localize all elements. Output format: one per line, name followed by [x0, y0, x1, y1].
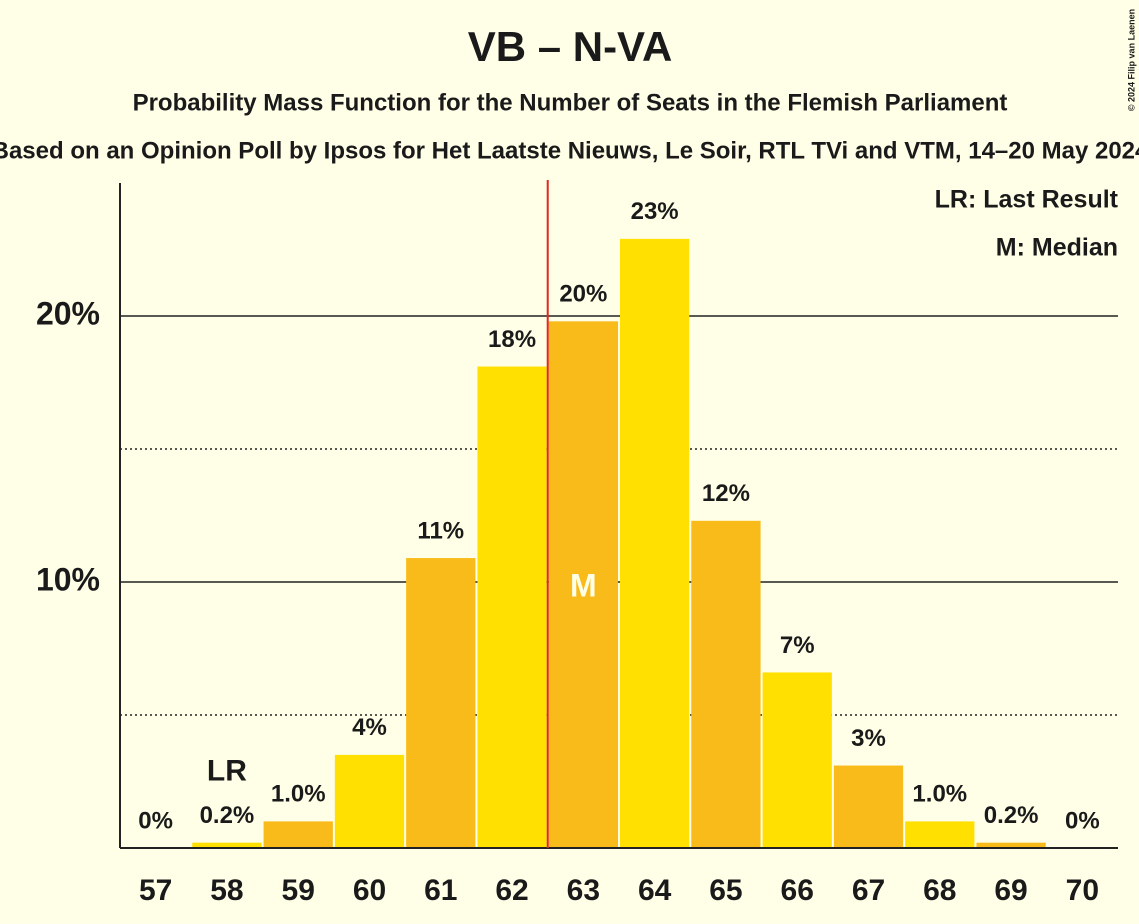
- x-tick-label: 66: [781, 874, 814, 907]
- value-label: 20%: [559, 281, 607, 308]
- last-result-label: LR: [207, 755, 247, 788]
- bar: [976, 842, 1046, 848]
- x-tick-label: 59: [282, 874, 315, 907]
- legend-entry: LR: Last Result: [935, 186, 1119, 214]
- value-label: 1.0%: [271, 781, 326, 808]
- y-tick-label: 10%: [36, 561, 100, 597]
- value-label: 18%: [488, 326, 536, 353]
- x-tick-label: 60: [353, 874, 386, 907]
- x-tick-label: 61: [424, 874, 457, 907]
- value-label: 0.2%: [984, 802, 1039, 829]
- copyright: © 2024 Filip van Laenen: [1126, 9, 1136, 111]
- value-label: 4%: [352, 714, 387, 741]
- x-tick-label: 64: [638, 874, 672, 907]
- chart-subtitle: Probability Mass Function for the Number…: [133, 89, 1008, 116]
- bar: [620, 238, 690, 849]
- legend-entry: M: Median: [996, 234, 1118, 262]
- bar: [263, 821, 333, 848]
- x-tick-label: 68: [923, 874, 956, 907]
- y-tick-label: 20%: [36, 295, 100, 331]
- value-label: 0%: [1065, 807, 1100, 834]
- value-label: 1.0%: [912, 781, 967, 808]
- x-tick-label: 58: [210, 874, 243, 907]
- chart-title: VB – N-VA: [468, 23, 673, 70]
- x-tick-label: 62: [495, 874, 528, 907]
- x-tick-label: 57: [139, 874, 172, 907]
- bar: [762, 672, 832, 848]
- bar: [691, 520, 761, 848]
- bar: [833, 765, 904, 848]
- x-tick-label: 70: [1066, 874, 1099, 907]
- value-label: 23%: [631, 198, 679, 225]
- chart-subtitle: Based on an Opinion Poll by Ipsos for He…: [0, 137, 1139, 164]
- bar: [905, 821, 975, 848]
- value-label: 0.2%: [200, 802, 255, 829]
- value-label: 3%: [851, 725, 886, 752]
- median-label: M: [570, 567, 597, 603]
- value-label: 7%: [780, 632, 815, 659]
- bar: [192, 842, 262, 848]
- bar: [334, 754, 405, 848]
- x-tick-label: 67: [852, 874, 885, 907]
- x-tick-label: 69: [994, 874, 1027, 907]
- bar: [548, 321, 618, 848]
- value-label: 0%: [138, 807, 173, 834]
- bar: [477, 366, 547, 848]
- value-label: 11%: [417, 517, 464, 544]
- x-tick-label: 63: [567, 874, 600, 907]
- x-tick-label: 65: [709, 874, 742, 907]
- value-label: 12%: [702, 480, 750, 507]
- bar: [406, 558, 476, 848]
